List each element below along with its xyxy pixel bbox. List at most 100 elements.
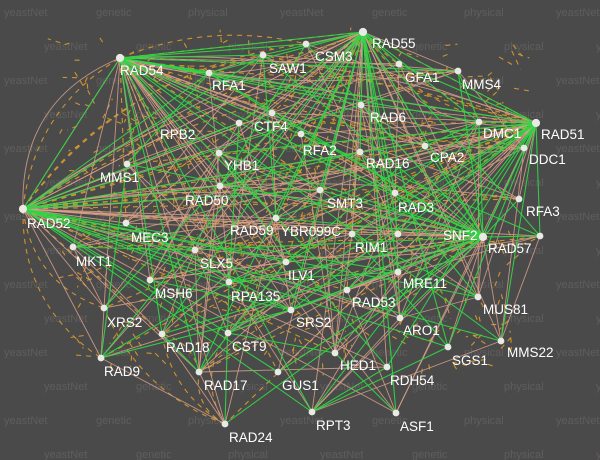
- graph-node-mkt1[interactable]: [69, 243, 77, 251]
- edge-genetic: [478, 121, 484, 238]
- graph-node-mus81[interactable]: [474, 293, 482, 301]
- graph-node-xrs2[interactable]: [100, 304, 108, 312]
- graph-node-mms22[interactable]: [497, 337, 505, 345]
- edge-physical: [395, 236, 484, 414]
- edge-physical: [500, 147, 525, 342]
- edge-physical: [457, 70, 525, 149]
- graph-node-gus1[interactable]: [274, 368, 282, 376]
- graph-node-srs2[interactable]: [287, 306, 295, 314]
- edge-yeastnet: [172, 264, 188, 279]
- graph-node-ddc1[interactable]: [520, 144, 528, 152]
- graph-node-rpb2[interactable]: [235, 119, 243, 127]
- edge-yeastnet: [396, 51, 403, 60]
- edge-genetic: [262, 54, 484, 238]
- edge-physical: [319, 189, 479, 298]
- graph-node-sgs1[interactable]: [444, 343, 452, 351]
- edge-physical: [271, 112, 537, 124]
- watermark-text: yeastNet: [556, 415, 599, 427]
- graph-node-rad24[interactable]: [221, 420, 229, 428]
- graph-node-rim1[interactable]: [394, 230, 402, 238]
- edge-physical: [218, 152, 399, 235]
- edge-yeastnet: [486, 363, 493, 367]
- edge-genetic: [126, 72, 210, 165]
- edge-yeastnet: [228, 31, 364, 283]
- graph-node-aro1[interactable]: [396, 314, 404, 322]
- edge-genetic: [311, 346, 449, 413]
- edge-yeastnet: [326, 244, 332, 258]
- edge-physical: [334, 122, 537, 354]
- graph-node-asf1[interactable]: [392, 409, 400, 417]
- graph-node-gfa1[interactable]: [395, 60, 403, 68]
- edge-yeastnet: [185, 155, 190, 169]
- edge-yeastnet: [407, 323, 419, 330]
- graph-node-rfa2[interactable]: [297, 130, 305, 138]
- graph-node-rfa1[interactable]: [205, 69, 213, 77]
- edge-yeastnet: [445, 43, 458, 46]
- edge-yeastnet: [482, 72, 493, 80]
- graph-node-cpa2[interactable]: [421, 142, 429, 150]
- graph-node-rad50[interactable]: [216, 182, 224, 190]
- edge-genetic: [119, 54, 264, 59]
- graph-node-rfa3[interactable]: [515, 195, 523, 203]
- edge-yeastnet-arc: [362, 31, 537, 124]
- edge-yeastnet-arc: [197, 371, 226, 425]
- graph-node-label-rad6: RAD6: [370, 110, 406, 125]
- graph-node-rad3[interactable]: [391, 189, 399, 197]
- edge-physical-arc: [22, 122, 537, 210]
- edge-genetic: [219, 43, 307, 187]
- graph-node-hed1[interactable]: [331, 349, 339, 357]
- graph-node-slx5[interactable]: [191, 246, 199, 254]
- graph-node-rad55[interactable]: [358, 27, 368, 37]
- watermark-text: genetic: [96, 415, 132, 427]
- edge-yeastnet: [128, 341, 139, 356]
- edge-yeastnet: [492, 299, 501, 319]
- graph-node-rpt3[interactable]: [308, 408, 316, 416]
- graph-node-ctf4[interactable]: [268, 109, 276, 117]
- graph-node-snf2[interactable]: [478, 232, 488, 242]
- edge-yeastnet: [301, 236, 311, 257]
- edge-yeastnet: [394, 122, 537, 194]
- graph-node-rdh54[interactable]: [383, 363, 391, 371]
- graph-node-ybr099c[interactable]: [348, 230, 356, 238]
- graph-node-cst9[interactable]: [224, 329, 232, 337]
- graph-node-msh6[interactable]: [146, 276, 154, 284]
- graph-node-rad54[interactable]: [115, 53, 125, 63]
- graph-node-label-xrs2: XRS2: [107, 315, 142, 330]
- edge-yeastnet: [336, 330, 353, 347]
- graph-node-mre11[interactable]: [394, 268, 402, 276]
- graph-node-rad17[interactable]: [195, 368, 203, 376]
- graph-node-rad53[interactable]: [343, 286, 351, 294]
- graph-node-rad6[interactable]: [357, 101, 365, 109]
- watermark-text: physical: [228, 381, 268, 393]
- graph-node-rad18[interactable]: [158, 330, 166, 338]
- watermark-text: yeastNet: [4, 279, 47, 291]
- graph-node-dmc1[interactable]: [475, 118, 483, 126]
- graph-node-mms1[interactable]: [123, 160, 131, 168]
- edge-yeastnet: [365, 281, 368, 290]
- graph-node-rad52[interactable]: [18, 204, 28, 214]
- edge-yeastnet: [513, 87, 532, 92]
- graph-node-smt3[interactable]: [316, 186, 324, 194]
- graph-node-rad16[interactable]: [356, 148, 364, 156]
- edge-yeastnet-arc: [362, 31, 537, 124]
- graph-node-rpa135[interactable]: [225, 278, 233, 286]
- graph-node-rad57[interactable]: [536, 232, 544, 240]
- graph-node-mms4[interactable]: [454, 67, 462, 75]
- graph-node-csm3[interactable]: [302, 40, 310, 48]
- graph-node-saw1[interactable]: [259, 51, 267, 59]
- edge-physical: [395, 122, 537, 414]
- node-layer[interactable]: [18, 27, 544, 428]
- edge-physical: [22, 208, 277, 219]
- edge-yeastnet: [72, 236, 484, 248]
- graph-node-mec3[interactable]: [122, 219, 130, 227]
- graph-node-ilv1[interactable]: [282, 258, 290, 266]
- graph-node-rad51[interactable]: [531, 118, 541, 128]
- graph-node-label-csm3: CSM3: [315, 49, 353, 64]
- edge-yeastnet: [187, 64, 192, 81]
- graph-node-yhb1[interactable]: [215, 149, 223, 157]
- graph-node-rad59[interactable]: [272, 214, 280, 222]
- graph-node-rad9[interactable]: [97, 354, 105, 362]
- edge-yeastnet: [132, 333, 144, 349]
